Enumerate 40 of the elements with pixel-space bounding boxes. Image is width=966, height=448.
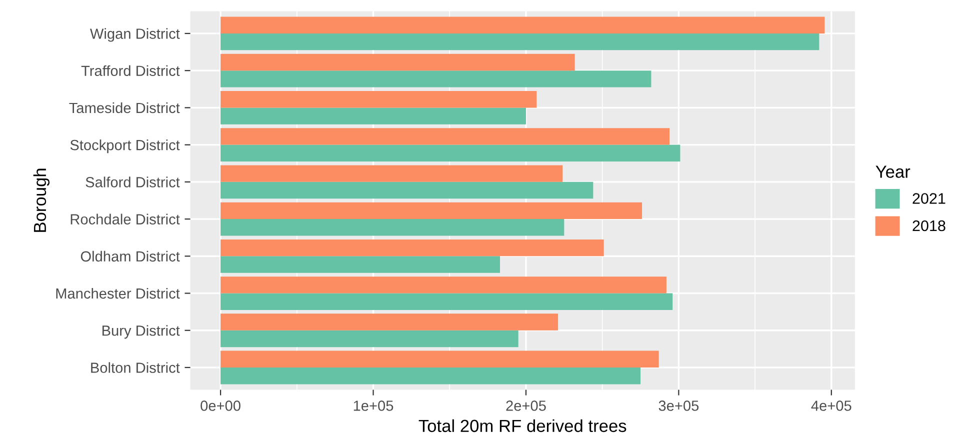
bar [220,108,526,124]
x-tick-label: 4e+05 [811,400,852,411]
bar [220,33,820,50]
legend-label: 2021 [912,193,946,204]
x-tick-label: 1e+05 [354,400,394,411]
y-tick-label: Tameside District [69,102,180,114]
y-tick-label: Manchester District [56,288,180,299]
bar [220,165,563,182]
bar [220,90,537,108]
y-tick-label: Salford District [86,176,180,188]
bar [220,202,642,220]
x-axis-title: Total 20m RF derived trees [418,419,626,432]
x-tick-label: 3e+05 [658,400,699,411]
y-axis-title: Borough [33,168,50,232]
y-tick-label: Bolton District [91,362,180,373]
y-tick-label: Rochdale District [70,214,180,224]
y-tick-label: Stockport District [70,140,180,154]
bar [220,219,564,236]
legend-title: Year [876,166,910,178]
bar [220,182,594,199]
bar [220,367,640,384]
y-tick-label: Trafford District [81,65,180,76]
bar [220,293,673,310]
y-tick-label: Oldham District [80,250,180,262]
bar [220,276,666,294]
legend-label: 2018 [912,220,946,232]
bar [220,144,680,162]
bar [220,128,670,145]
bar [220,350,659,368]
y-tick-label: Wigan District [90,28,180,42]
y-tick-label: Bury District [102,325,180,339]
bar [220,256,500,273]
bar [220,239,604,256]
bar [220,16,825,34]
bar [220,54,575,71]
bar [220,330,518,348]
bar [220,314,558,330]
x-tick-label: 2e+05 [506,400,546,411]
bar [220,70,652,88]
x-tick-label: 0e+00 [200,400,240,411]
